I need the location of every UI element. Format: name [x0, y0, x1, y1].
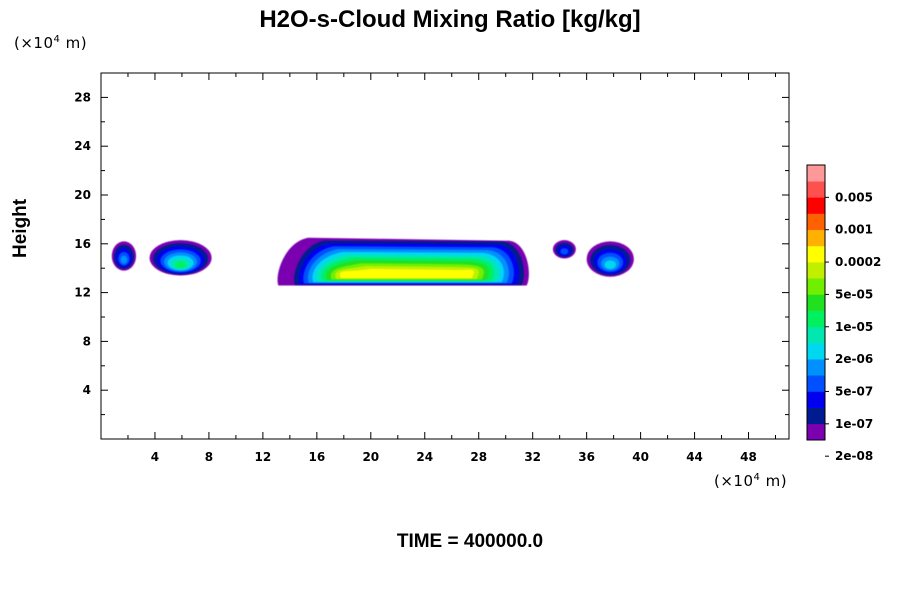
- x-tick-label: 4: [151, 450, 159, 464]
- colorbar-swatch: [807, 197, 825, 214]
- colorbar-label: 0.005: [835, 190, 873, 204]
- cloud-contour-level: [174, 261, 187, 269]
- cloud-contour-level: [120, 255, 128, 264]
- x-tick-label: 36: [578, 450, 595, 464]
- x-unit-exponent: 4: [753, 472, 761, 483]
- y-unit-prefix: (×10: [14, 34, 54, 52]
- colorbar-swatch: [807, 213, 825, 231]
- colorbar-swatch: [807, 294, 825, 311]
- colorbar-label: 5e-05: [835, 287, 873, 301]
- x-tick-label: 24: [416, 450, 433, 464]
- x-tick-label: 48: [740, 450, 757, 464]
- x-tick-label: 16: [308, 450, 325, 464]
- colorbar-swatch: [807, 262, 825, 279]
- colorbar-frame: [806, 164, 826, 441]
- colorbar-swatch: [807, 423, 825, 441]
- x-tick-label: 12: [255, 450, 272, 464]
- colorbar-swatch: [807, 407, 825, 425]
- plot-frame: [100, 72, 790, 440]
- colorbar-label: 5e-07: [835, 384, 873, 398]
- cloud-right-a: [552, 240, 576, 259]
- y-unit-exponent: 4: [53, 34, 61, 45]
- colorbar: 0.005 0.001 0.0002 5e-05 1e-05 2e-06 5e-07 1e-0…: [806, 164, 881, 463]
- x-tick-label: 40: [632, 450, 649, 464]
- chart-title: H2O-s-Cloud Mixing Ratio [kg/kg]: [259, 6, 641, 33]
- x-tick-label: 44: [686, 450, 703, 464]
- colorbar-swatch: [807, 181, 825, 198]
- cloud-contour-level: [339, 268, 474, 279]
- cloud-contour-level: [560, 248, 569, 255]
- y-unit-suffix: m): [60, 34, 88, 52]
- colorbar-swatch: [807, 326, 825, 344]
- colorbar-label: 2e-08: [835, 449, 873, 463]
- x-tick-label: 8: [205, 450, 213, 464]
- y-tick-label: 28: [74, 90, 91, 104]
- colorbar-swatch: [807, 375, 825, 392]
- cloud-contour-level: [604, 260, 616, 269]
- y-tick-label: 8: [83, 334, 91, 348]
- y-tick-label: 4: [83, 383, 91, 397]
- colorbar-swatch: [807, 342, 825, 360]
- colorbar-swatch: [807, 165, 825, 182]
- x-tick-label: 32: [524, 450, 541, 464]
- colorbar-swatch: [807, 245, 825, 263]
- colorbar-label: 1e-05: [835, 320, 873, 334]
- time-label: TIME = 400000.0: [396, 531, 544, 552]
- colorbar-swatch: [807, 359, 825, 376]
- x-unit-suffix: m): [760, 472, 788, 490]
- y-tick-label: 16: [74, 237, 91, 251]
- x-tick-label: 28: [470, 450, 487, 464]
- colorbar-swatch: [807, 229, 825, 247]
- colorbar-label: 2e-06: [835, 352, 873, 366]
- colorbar-swatch: [807, 310, 825, 328]
- cloud-main: [277, 237, 529, 286]
- cloud-fields: [111, 237, 634, 286]
- x-axis-unit: (×104 m): [714, 472, 787, 490]
- colorbar-label: 0.0002: [835, 255, 881, 269]
- x-unit-prefix: (×10: [714, 472, 754, 490]
- y-tick-label: 24: [74, 139, 91, 153]
- cloud-left: [149, 240, 212, 276]
- y-axis-unit: (×104 m): [14, 34, 87, 52]
- cloud-right-b: [586, 241, 634, 277]
- colorbar-swatch: [807, 278, 825, 295]
- colorbar-label: 1e-07: [835, 417, 873, 431]
- colorbar-swatch: [807, 391, 825, 408]
- x-tick-label: 20: [362, 450, 379, 464]
- cloud-small-left: [111, 241, 137, 271]
- y-tick-label: 12: [74, 286, 91, 300]
- y-tick-label: 20: [74, 188, 91, 202]
- colorbar-label: 0.001: [835, 223, 873, 237]
